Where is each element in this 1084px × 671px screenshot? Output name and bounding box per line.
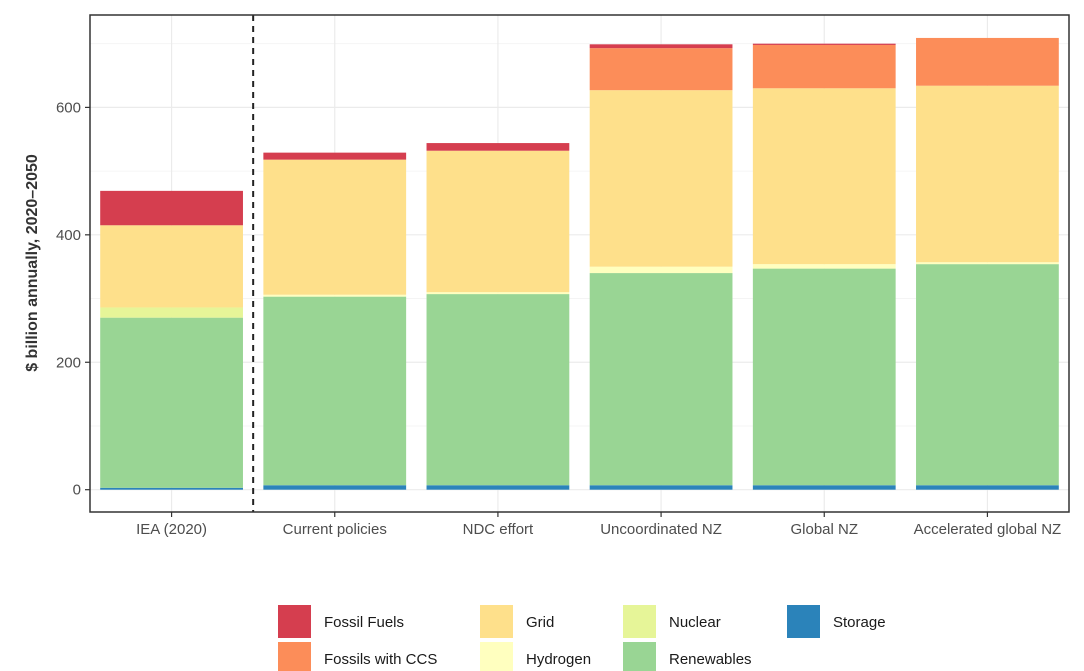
bar-segment-grid — [916, 85, 1059, 263]
legend-swatch — [480, 605, 513, 638]
bar-segment-renewables — [263, 296, 407, 486]
legend-item-fossils-with-ccs: Fossils with CCS — [278, 642, 437, 671]
x-axis-ticks: IEA (2020) Current policies NDC effort Unco… — [136, 512, 1061, 538]
bar-segment-fossils-with-ccs — [916, 37, 1059, 86]
x-tick-label: NDC effort — [463, 521, 534, 538]
bar-segment-hydrogen — [589, 266, 733, 274]
bar-segment-fossils-with-ccs — [589, 48, 733, 91]
bar-segment-renewables — [589, 273, 733, 486]
bar-segment-storage — [263, 485, 407, 490]
bars — [100, 37, 1059, 490]
x-tick-label: Accelerated global NZ — [914, 521, 1062, 538]
bar-segment-storage — [100, 487, 243, 490]
bar-segment-renewables — [100, 317, 243, 488]
legend-item-renewables: Renewables — [623, 642, 752, 671]
y-tick-label: 200 — [56, 354, 81, 371]
legend-item-grid: Grid — [480, 605, 554, 638]
bar-segment-hydrogen — [426, 292, 570, 295]
legend-item-fossil-fuels: Fossil Fuels — [278, 605, 404, 638]
bar-segment-storage — [426, 485, 570, 490]
bar-segment-renewables — [752, 268, 896, 486]
bar-segment-fossils-with-ccs — [752, 44, 896, 89]
bar-segment-grid — [752, 88, 896, 265]
plot-border — [89, 14, 1070, 513]
legend-swatch — [623, 605, 656, 638]
bar-segment-storage — [916, 485, 1059, 490]
x-tick-label: IEA (2020) — [136, 521, 207, 538]
bar-segment-fossil-fuels — [263, 152, 407, 160]
legend-swatch — [278, 605, 311, 638]
legend-swatch — [787, 605, 820, 638]
bar-segment-hydrogen — [263, 294, 407, 297]
x-tick-label: Uncoordinated NZ — [600, 521, 722, 538]
bar-segment-hydrogen — [752, 264, 896, 269]
bar-segment-grid — [100, 225, 243, 308]
y-axis-ticks: 0 200 400 600 — [56, 99, 90, 499]
x-tick-label: Current policies — [283, 521, 387, 538]
y-tick-label: 400 — [56, 227, 81, 244]
legend-item-storage: Storage — [787, 605, 886, 638]
bar-segment-fossil-fuels — [426, 143, 570, 151]
legend-swatch — [278, 642, 311, 671]
bar-segment-fossil-fuels — [589, 44, 733, 49]
legend-item-nuclear: Nuclear — [623, 605, 721, 638]
bar-segment-fossil-fuels — [100, 190, 243, 226]
legend-label: Grid — [526, 614, 554, 631]
y-tick-label: 0 — [73, 482, 81, 499]
legend-label: Hydrogen — [526, 651, 591, 668]
bar-segment-grid — [263, 159, 407, 295]
legend-label: Fossils with CCS — [324, 651, 437, 668]
bar-segment-grid — [589, 90, 733, 267]
legend-swatch — [480, 642, 513, 671]
legend-label: Fossil Fuels — [324, 614, 404, 631]
y-tick-label: 600 — [56, 99, 81, 116]
legend-label: Nuclear — [669, 614, 721, 631]
legend-item-hydrogen: Hydrogen — [480, 642, 591, 671]
legend-label: Storage — [833, 614, 886, 631]
bar-segment-storage — [589, 485, 733, 490]
bar-segment-grid — [426, 150, 570, 293]
bar-segment-fossil-fuels — [752, 43, 896, 45]
bar-segment-nuclear — [100, 307, 243, 318]
legend-label: Renewables — [669, 651, 752, 668]
legend-swatch — [623, 642, 656, 671]
bar-segment-hydrogen — [916, 262, 1059, 265]
bar-segment-storage — [752, 485, 896, 490]
bar-segment-renewables — [916, 264, 1059, 486]
bar-segment-renewables — [426, 294, 570, 486]
legend: Fossil Fuels Fossils with CCS Grid Hydrogen… — [278, 605, 886, 671]
y-axis-label: $ billion annually, 2020–2050 — [24, 154, 41, 372]
x-tick-label: Global NZ — [790, 521, 858, 538]
